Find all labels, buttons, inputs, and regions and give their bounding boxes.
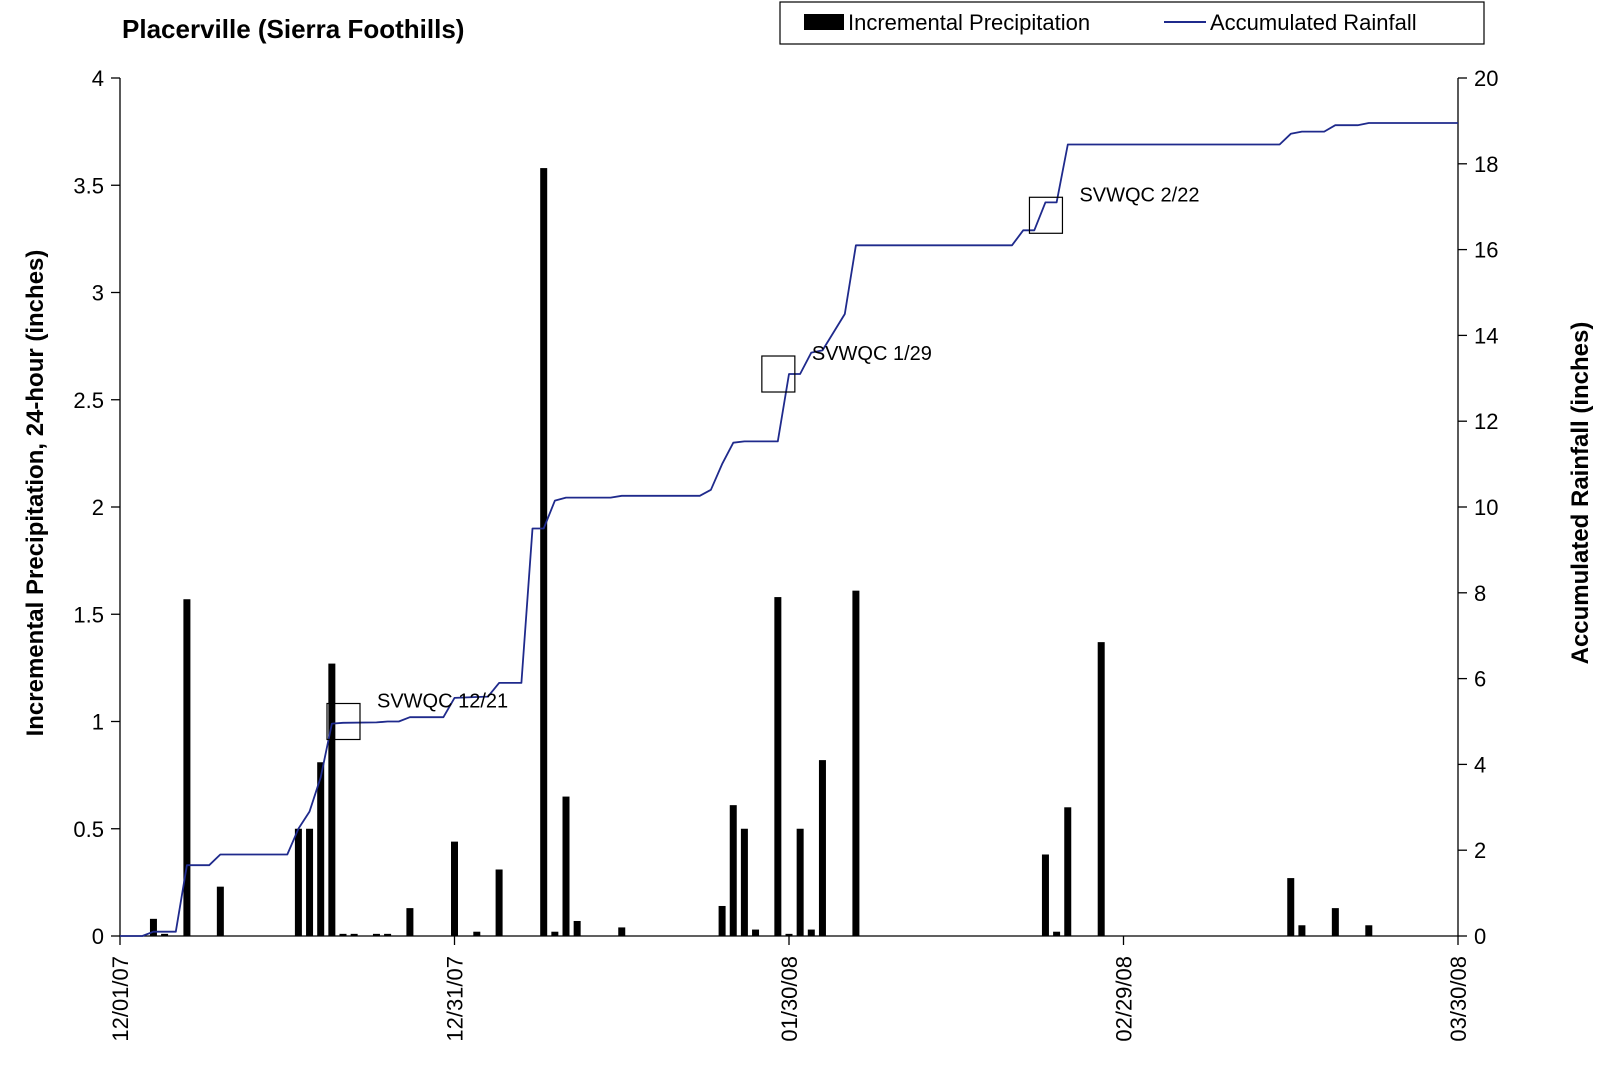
precip-bar xyxy=(1331,908,1339,936)
precip-bar xyxy=(384,933,392,936)
precip-bar xyxy=(540,168,548,937)
legend-line-label: Accumulated Rainfall xyxy=(1210,10,1417,35)
precip-bar xyxy=(729,805,737,936)
y-left-tick-label: 0.5 xyxy=(73,817,104,842)
y-right-tick-label: 4 xyxy=(1474,752,1486,777)
precip-bar xyxy=(807,929,815,936)
precip-bar xyxy=(1365,925,1373,936)
precip-bar xyxy=(306,828,314,936)
precip-bar xyxy=(774,597,782,936)
x-tick-label: 03/30/08 xyxy=(1446,956,1471,1042)
y-right-tick-label: 10 xyxy=(1474,495,1498,520)
precip-bar xyxy=(752,929,760,936)
precip-bar xyxy=(339,933,347,936)
annotation-marker-box xyxy=(326,702,361,741)
precip-bar xyxy=(149,918,157,936)
legend-bar-swatch xyxy=(804,14,844,30)
precip-bar xyxy=(1298,925,1306,936)
precip-bar xyxy=(495,869,503,936)
legend-bar-label: Incremental Precipitation xyxy=(848,10,1090,35)
y-right-tick-label: 16 xyxy=(1474,238,1498,263)
precip-bar xyxy=(618,927,626,936)
y-left-tick-label: 3.5 xyxy=(73,173,104,198)
precip-bar xyxy=(294,828,302,936)
precip-bar xyxy=(216,886,224,936)
precip-bar xyxy=(183,599,191,936)
precip-bar xyxy=(328,663,336,936)
y-left-tick-label: 2 xyxy=(92,495,104,520)
precip-bar xyxy=(1053,931,1061,936)
y-left-tick-label: 1.5 xyxy=(73,602,104,627)
y-left-tick-label: 2.5 xyxy=(73,388,104,413)
chart-title: Placerville (Sierra Foothills) xyxy=(122,14,464,44)
y-right-tick-label: 18 xyxy=(1474,152,1498,177)
y-right-tick-label: 8 xyxy=(1474,581,1486,606)
precip-bar xyxy=(740,828,748,936)
precip-bar xyxy=(785,933,793,936)
y-right-axis-title: Accumulated Rainfall (inches) xyxy=(1567,322,1594,665)
y-left-tick-label: 4 xyxy=(92,66,104,91)
x-tick-label: 12/01/07 xyxy=(108,956,133,1042)
precip-bar xyxy=(317,762,325,936)
precip-bar xyxy=(473,931,481,936)
precip-bar xyxy=(350,933,358,936)
annotation-marker-box xyxy=(1028,196,1064,234)
annotation-label: SVWQC 12/21 xyxy=(377,691,508,713)
x-tick-label: 12/31/07 xyxy=(443,956,468,1042)
precip-bar xyxy=(551,931,559,936)
annotation-label: SVWQC 1/29 xyxy=(812,343,932,365)
y-left-tick-label: 0 xyxy=(92,924,104,949)
precip-bar xyxy=(451,841,458,936)
x-tick-label: 02/29/08 xyxy=(1112,956,1137,1042)
legend: Incremental Precipitation Accumulated Ra… xyxy=(779,1,1485,45)
precip-bar xyxy=(852,590,860,936)
precip-bar xyxy=(161,933,169,936)
precip-bar xyxy=(818,760,826,936)
plot-area: 0 0.5 1 1.5 2 2.5 3 3.5 4 0 2 4 6 8 10 12 14 16 18 20 12/01/… xyxy=(73,66,1498,1042)
precip-bar xyxy=(796,828,804,936)
precip-bar xyxy=(573,920,581,936)
y-right-tick-label: 6 xyxy=(1474,667,1486,692)
y-right-tick-label: 12 xyxy=(1474,409,1498,434)
accumulated-rainfall-line xyxy=(120,122,1458,937)
y-right-tick-label: 2 xyxy=(1474,838,1486,863)
y-right-tick-label: 0 xyxy=(1474,924,1486,949)
precip-bar xyxy=(406,908,414,936)
precip-bar xyxy=(1064,807,1072,936)
y-right-tick-label: 20 xyxy=(1474,66,1498,91)
precip-bar xyxy=(718,905,726,936)
precip-bar xyxy=(1041,854,1049,936)
y-left-tick-label: 1 xyxy=(92,710,104,735)
x-tick-label: 01/30/08 xyxy=(777,956,802,1042)
annotation-marker-box xyxy=(761,355,796,393)
y-left-axis-title: Incremental Precipitation, 24-hour (inch… xyxy=(22,250,49,737)
precip-bar xyxy=(1097,642,1105,936)
annotation-label: SVWQC 2/22 xyxy=(1079,184,1199,206)
y-right-tick-label: 14 xyxy=(1474,323,1498,348)
y-left-tick-label: 3 xyxy=(92,281,104,306)
precip-bar xyxy=(1287,878,1295,936)
precip-bar xyxy=(562,796,570,936)
legend-box xyxy=(779,1,1485,45)
precip-bar xyxy=(372,933,380,936)
